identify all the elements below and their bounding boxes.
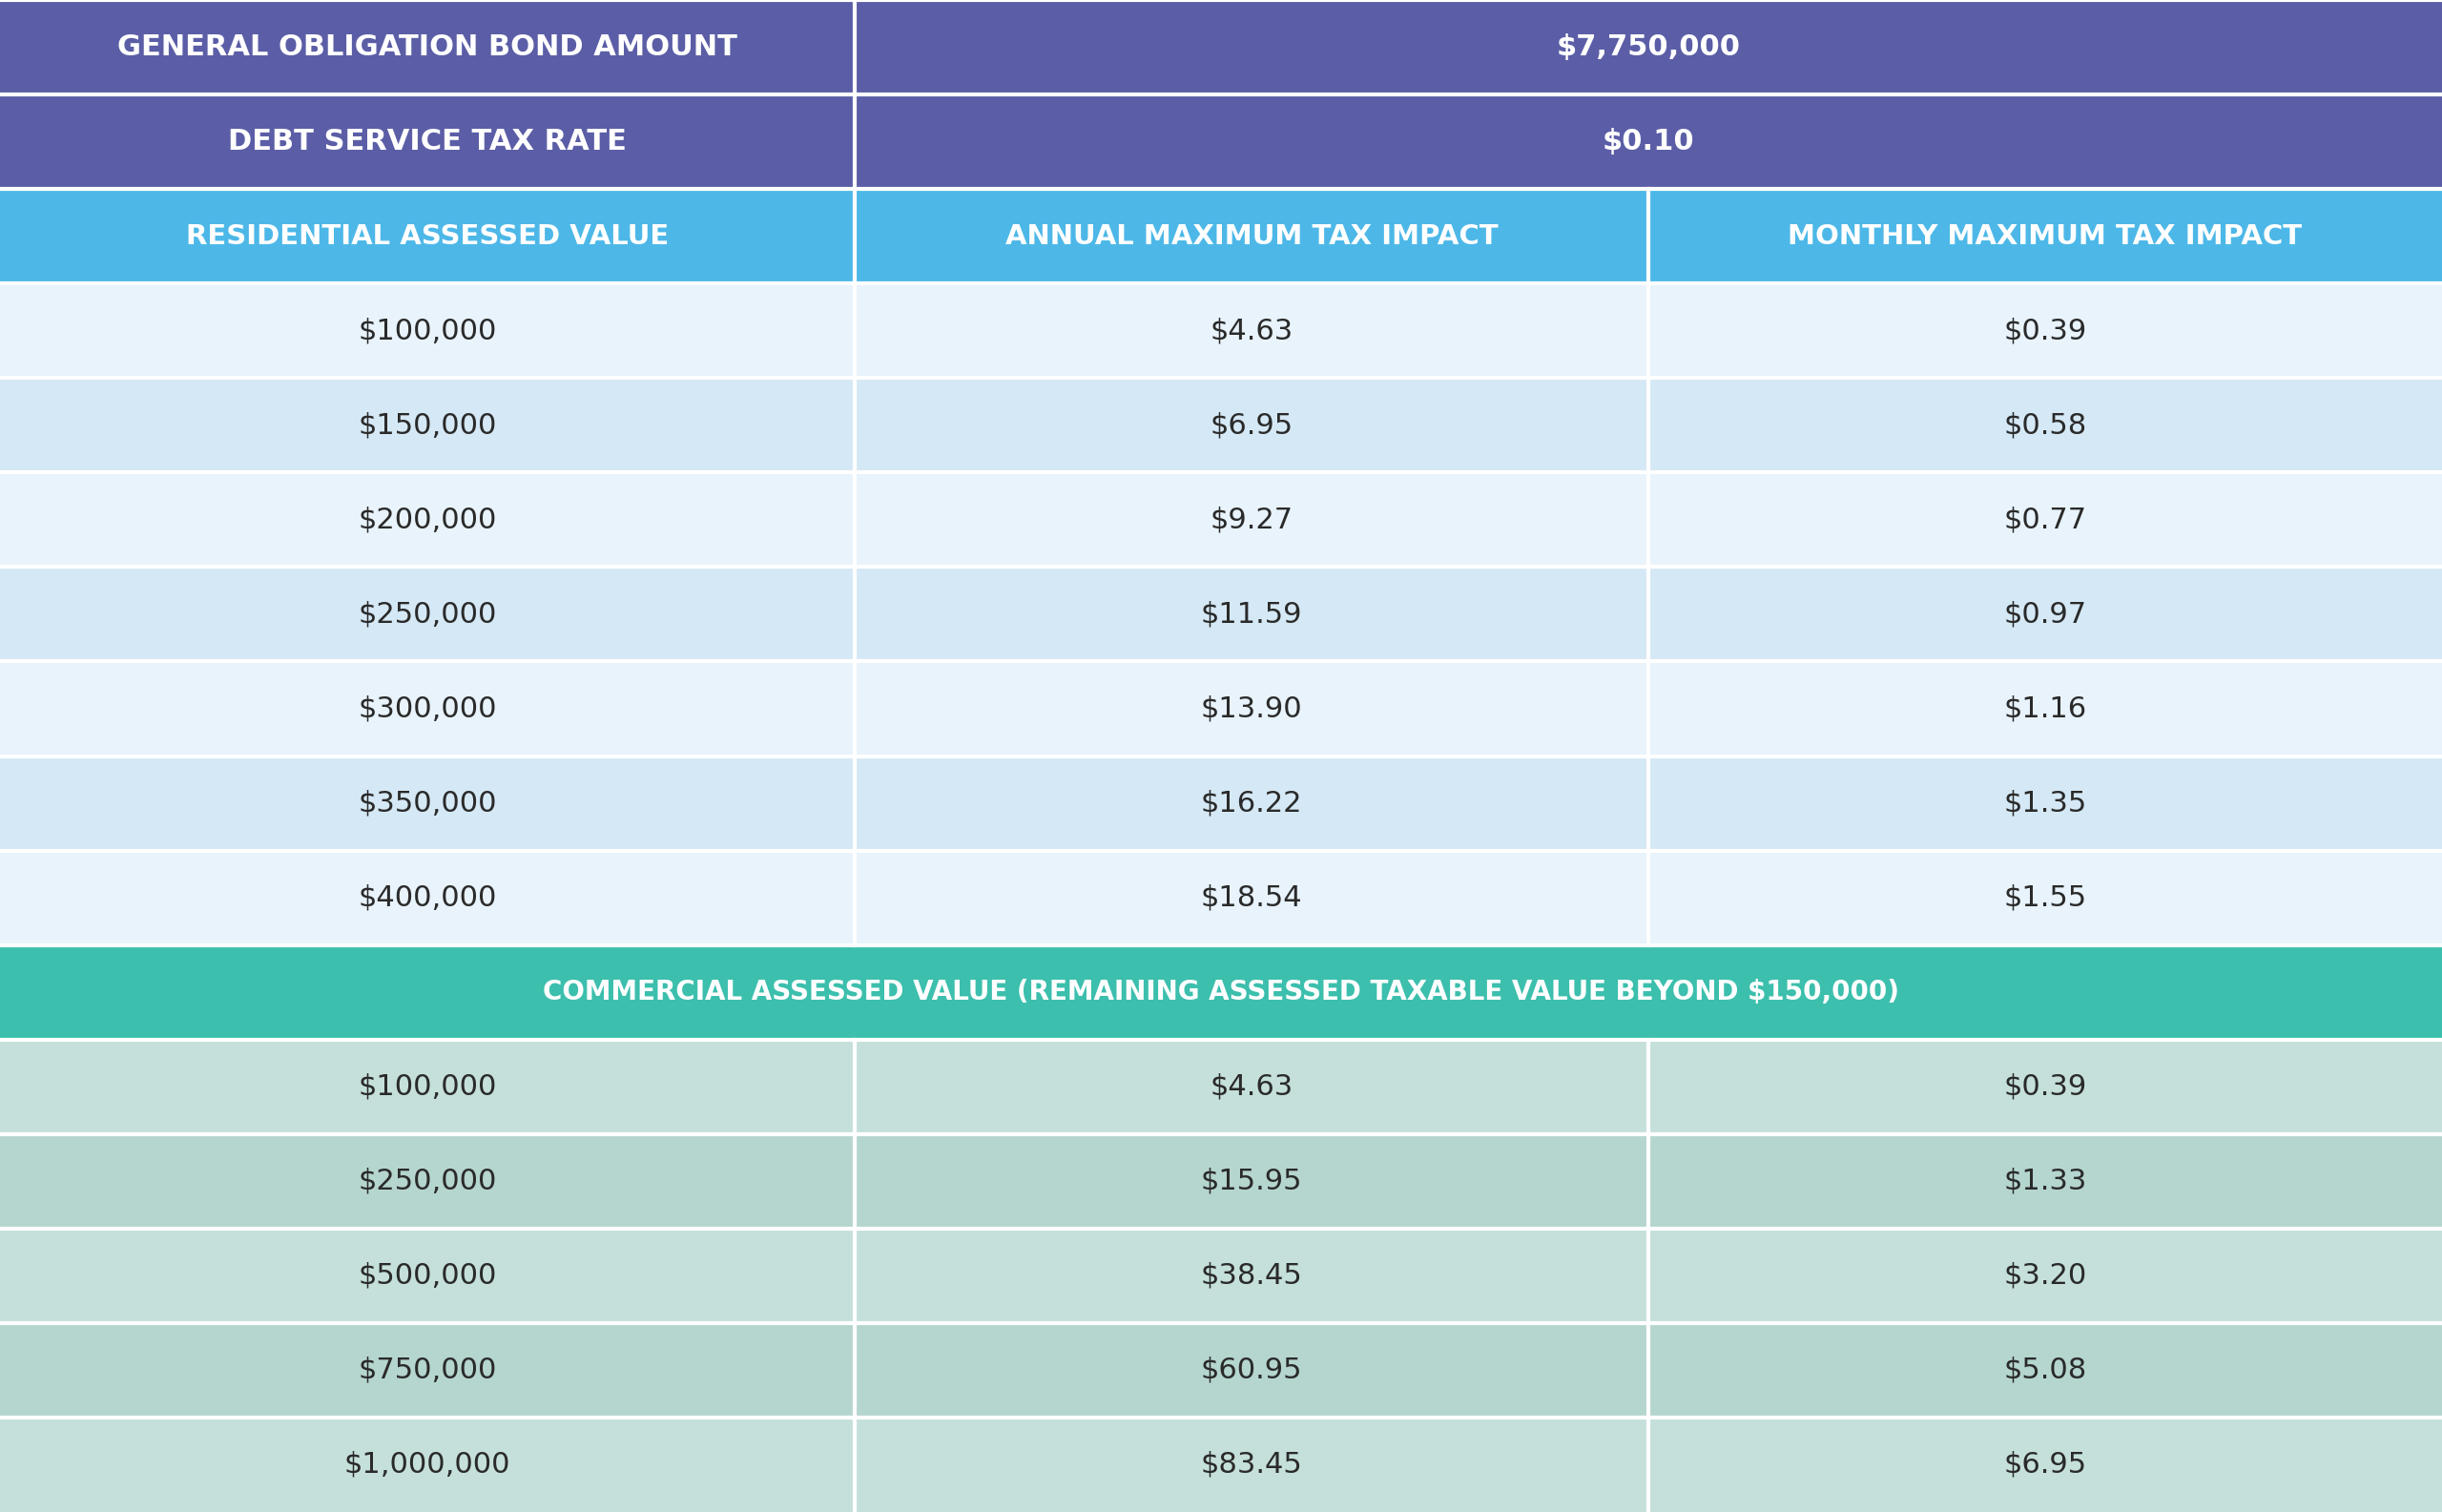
Text: $6.95: $6.95 [1209, 411, 1294, 438]
Bar [1648, 850, 2442, 945]
Text: $1,000,000: $1,000,000 [344, 1452, 510, 1479]
Bar [855, 472, 1648, 567]
Text: $0.39: $0.39 [2002, 1074, 2088, 1101]
Text: COMMERCIAL ASSESSED VALUE (REMAINING ASSESSED TAXABLE VALUE BEYOND $150,000): COMMERCIAL ASSESSED VALUE (REMAINING ASS… [542, 978, 1900, 1005]
Bar [1648, 283, 2442, 378]
Text: $7,750,000: $7,750,000 [1556, 33, 1741, 60]
Bar [855, 189, 1648, 283]
Bar [855, 1228, 1648, 1323]
Bar [1648, 472, 2442, 567]
Text: $500,000: $500,000 [359, 1263, 496, 1290]
Text: $250,000: $250,000 [359, 600, 496, 627]
Bar [855, 1134, 1648, 1228]
Text: $750,000: $750,000 [359, 1356, 496, 1383]
Text: $3.20: $3.20 [2002, 1263, 2088, 1290]
Bar [855, 567, 1648, 662]
Text: DEBT SERVICE TAX RATE: DEBT SERVICE TAX RATE [227, 129, 628, 156]
Bar [855, 378, 1648, 472]
Bar [0, 1134, 855, 1228]
Bar [1648, 1228, 2442, 1323]
Bar [1648, 378, 2442, 472]
Bar [1648, 1418, 2442, 1512]
Text: $18.54: $18.54 [1201, 885, 1302, 912]
Bar [0, 0, 855, 94]
Text: GENERAL OBLIGATION BOND AMOUNT: GENERAL OBLIGATION BOND AMOUNT [117, 33, 737, 60]
Bar [0, 472, 855, 567]
Text: $100,000: $100,000 [359, 318, 496, 345]
Text: MONTHLY MAXIMUM TAX IMPACT: MONTHLY MAXIMUM TAX IMPACT [1788, 222, 2303, 249]
Bar [1648, 567, 2442, 662]
Text: $1.55: $1.55 [2002, 885, 2088, 912]
Text: $250,000: $250,000 [359, 1167, 496, 1194]
Bar [855, 0, 2442, 94]
Bar [0, 662, 855, 756]
Text: $5.08: $5.08 [2002, 1356, 2088, 1383]
Text: $0.97: $0.97 [2002, 600, 2088, 627]
Bar [1648, 1323, 2442, 1418]
Text: $1.16: $1.16 [2002, 696, 2088, 723]
Bar [855, 662, 1648, 756]
Bar [0, 283, 855, 378]
Text: $13.90: $13.90 [1201, 696, 1302, 723]
Bar [0, 1418, 855, 1512]
Bar [1648, 662, 2442, 756]
Bar [0, 1323, 855, 1418]
Bar [0, 94, 855, 189]
Bar [0, 1040, 855, 1134]
Text: $150,000: $150,000 [359, 411, 496, 438]
Text: $100,000: $100,000 [359, 1074, 496, 1101]
Bar [855, 1323, 1648, 1418]
Text: $300,000: $300,000 [359, 696, 496, 723]
Text: $1.35: $1.35 [2002, 789, 2088, 816]
Text: $6.95: $6.95 [2002, 1452, 2088, 1479]
Text: RESIDENTIAL ASSESSED VALUE: RESIDENTIAL ASSESSED VALUE [186, 222, 669, 249]
Bar [1648, 1040, 2442, 1134]
Text: $400,000: $400,000 [359, 885, 496, 912]
Text: $9.27: $9.27 [1209, 507, 1294, 534]
Bar [0, 189, 855, 283]
Bar [855, 1418, 1648, 1512]
Text: $0.39: $0.39 [2002, 318, 2088, 345]
Bar [855, 283, 1648, 378]
Bar [855, 756, 1648, 850]
Bar [855, 1040, 1648, 1134]
Text: $15.95: $15.95 [1201, 1167, 1302, 1194]
Text: $4.63: $4.63 [1209, 1074, 1294, 1101]
Text: $0.10: $0.10 [1602, 129, 1695, 156]
Bar [0, 945, 2442, 1040]
Text: $4.63: $4.63 [1209, 318, 1294, 345]
Bar [1648, 189, 2442, 283]
Bar [855, 94, 2442, 189]
Text: $60.95: $60.95 [1201, 1356, 1302, 1383]
Bar [855, 850, 1648, 945]
Text: $83.45: $83.45 [1201, 1452, 1302, 1479]
Bar [0, 378, 855, 472]
Text: $11.59: $11.59 [1201, 600, 1302, 627]
Bar [1648, 1134, 2442, 1228]
Bar [0, 756, 855, 850]
Text: $200,000: $200,000 [359, 507, 496, 534]
Bar [0, 1228, 855, 1323]
Bar [0, 850, 855, 945]
Bar [1648, 756, 2442, 850]
Text: $1.33: $1.33 [2002, 1167, 2088, 1194]
Text: ANNUAL MAXIMUM TAX IMPACT: ANNUAL MAXIMUM TAX IMPACT [1006, 222, 1497, 249]
Text: $16.22: $16.22 [1201, 789, 1302, 816]
Text: $350,000: $350,000 [359, 789, 496, 816]
Text: $0.77: $0.77 [2002, 507, 2088, 534]
Text: $38.45: $38.45 [1201, 1263, 1302, 1290]
Text: $0.58: $0.58 [2002, 411, 2088, 438]
Bar [0, 567, 855, 662]
